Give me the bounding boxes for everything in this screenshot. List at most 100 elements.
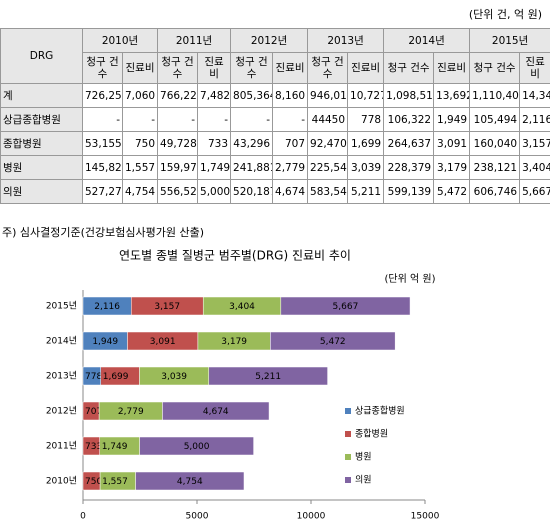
legend-swatch <box>345 477 351 483</box>
table-cell: 733 <box>197 131 232 156</box>
table-cell: 264,637 <box>383 131 435 156</box>
data-label: 4,754 <box>177 477 203 487</box>
table-cell: 5,472 <box>433 179 471 204</box>
sub-header: 진료비 <box>347 52 385 84</box>
table-row: 의원527,2724,754556,5215,000520,1874,67458… <box>0 179 550 204</box>
sub-header: 청구 건수 <box>469 52 521 84</box>
table-cell: 707 <box>272 131 309 156</box>
table-cell: 3,039 <box>347 155 385 180</box>
table-cell: 13,692 <box>433 83 471 108</box>
sub-header: 진료비 <box>197 52 232 84</box>
subheader-row: 청구 건수 진료비 청구 건수 진료비 청구 건수 진료비 청구 건수 진료비 청구 건수 진료비… <box>1 52 550 84</box>
table-cell: 238,121 <box>469 155 521 180</box>
bar-segment <box>280 296 411 316</box>
chart-title: 연도별 종별 질병군 범주별(DRG) 진료비 추이 <box>119 249 351 263</box>
table-row: 상급종합병원 - - - - - -44450 778 106,322 1,949 105,494 2… <box>0 107 550 132</box>
sub-header: 진료비 <box>433 52 471 84</box>
table-cell: 805,364 <box>230 83 274 108</box>
table-cell: 3,091 <box>433 131 471 156</box>
table-cell: 160,040 <box>469 131 521 156</box>
legend-swatch <box>345 408 351 414</box>
sub-header: 진료비 <box>272 52 309 84</box>
year-header: 2011년 <box>157 28 232 53</box>
data-label: 4,674 <box>203 407 229 417</box>
bar-segment <box>139 436 254 456</box>
data-label: 3,404 <box>229 302 255 312</box>
x-tick-label: 0 <box>80 512 86 522</box>
row-header: 종합병원 <box>0 131 83 156</box>
y-tick-label: 2011년 <box>46 441 77 452</box>
table-cell: 1,949 <box>433 107 471 132</box>
table-cell: 778 <box>347 107 385 132</box>
data-label: 1,949 <box>92 337 118 347</box>
year-header: 2010년 <box>81 28 159 53</box>
data-label: 5,667 <box>333 302 359 312</box>
table-cell: 105,494 <box>469 107 521 132</box>
legend-swatch <box>345 454 351 460</box>
data-label: 3,157 <box>154 302 180 312</box>
sub-header: 청구 건수 <box>157 52 199 84</box>
table-cell: 4,754 <box>121 179 159 204</box>
y-tick-label: 2010년 <box>46 476 77 487</box>
y-tick-label: 2014년 <box>46 336 77 347</box>
table-cell: 4,674 <box>272 179 309 204</box>
table-cell: 225,546 <box>307 155 349 180</box>
sub-header: 진료비 <box>121 52 159 84</box>
data-label: 1,749 <box>102 442 128 452</box>
row-header: 의원 <box>0 179 83 204</box>
table-note: 주) 심사결정기준(건강보험심사평가원 산출) <box>2 226 205 239</box>
header-row: DRG 2010년 2011년 2012년 2013년 2014년 2015년 <box>0 28 550 84</box>
year-header: 2013년 <box>307 28 385 53</box>
y-tick-label: 2013년 <box>46 371 77 382</box>
legend-label: 상급종합병원 <box>355 406 405 417</box>
table-cell: 606,746 <box>469 179 521 204</box>
table-cell: 228,379 <box>383 155 435 180</box>
table-cell: 2,779 <box>272 155 309 180</box>
table-cell: 92,470 <box>307 131 349 156</box>
table-cell: 1,749 <box>197 155 232 180</box>
y-tick-label: 2012년 <box>46 406 77 417</box>
table-row: 병원145,8231,557159,9741,749241,8812,77922… <box>0 155 550 180</box>
year-header: 2015년 <box>469 28 550 53</box>
bar-segment <box>135 471 245 491</box>
table-cell: 159,974 <box>157 155 199 180</box>
data-label: 1,699 <box>103 372 129 382</box>
x-tick-label: 10000 <box>297 512 326 522</box>
table-cell: 946,012 <box>307 83 349 108</box>
data-label: 750 <box>85 477 102 487</box>
table-cell: 10,727 <box>347 83 385 108</box>
table-cell: 1,098,517 <box>383 83 435 108</box>
table-cell: 527,272 <box>82 179 123 204</box>
data-label: 2,779 <box>118 407 144 417</box>
table-cell: 556,521 <box>157 179 199 204</box>
table-cell: 145,823 <box>82 155 123 180</box>
x-tick-label: 5000 <box>186 512 209 522</box>
legend-label: 의원 <box>355 475 372 486</box>
table-row: 종합병원 53,155 750 49,728 733 43,296 707 92,470 1,6… <box>0 131 550 156</box>
data-label: 1,557 <box>102 477 128 487</box>
table-cell: 1,699 <box>347 131 385 156</box>
table-cell: 5,667 <box>519 179 550 204</box>
table-row: 계726,2507,060766,2237,482805,3648,160946… <box>0 83 550 108</box>
data-label: 778 <box>85 372 102 382</box>
x-tick-label: 15000 <box>411 512 440 522</box>
data-label: 3,039 <box>161 372 187 382</box>
table-cell: 3,404 <box>519 155 550 180</box>
data-label: 2,116 <box>94 302 120 312</box>
y-tick-label: 2015년 <box>46 301 77 312</box>
data-label: 3,179 <box>221 337 247 347</box>
bar-segment <box>270 331 396 351</box>
table-cell: 599,139 <box>383 179 435 204</box>
legend-swatch <box>345 431 351 437</box>
table-cell: 5,000 <box>197 179 232 204</box>
data-label: 707 <box>85 407 102 417</box>
row-header: 상급종합병원 <box>0 107 83 132</box>
data-label: 5,472 <box>320 337 346 347</box>
row-header: 계 <box>0 83 83 108</box>
table-cell: 5,211 <box>347 179 385 204</box>
chart-unit: (단위 억 원) <box>385 272 436 285</box>
bar-segment <box>208 366 328 386</box>
legend-label: 병원 <box>355 452 372 463</box>
